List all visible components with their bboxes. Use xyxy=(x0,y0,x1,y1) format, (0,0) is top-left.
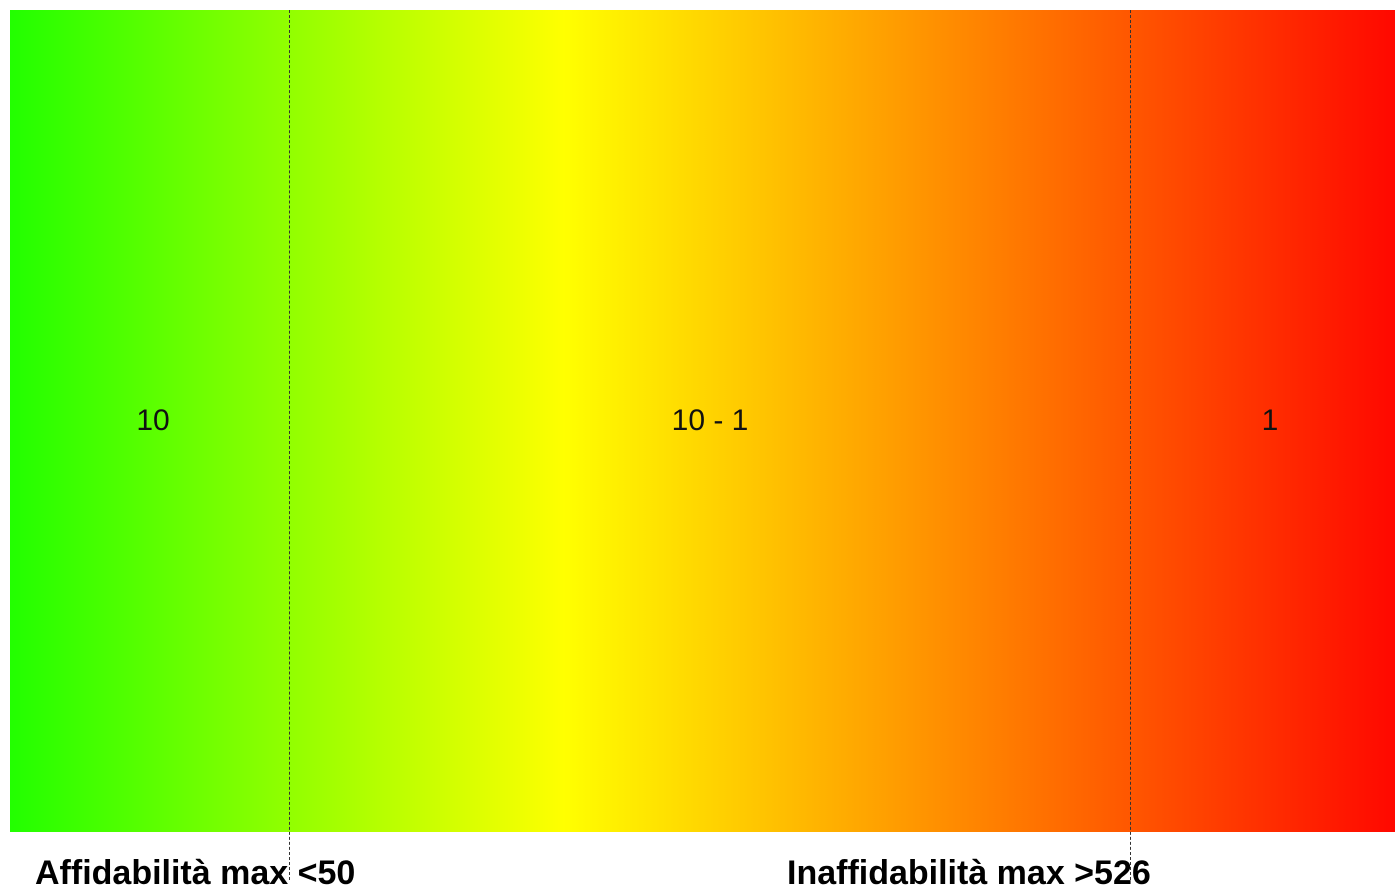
zone-label-left: 10 xyxy=(136,404,170,437)
threshold-high-caption: Inaffidabilità max >526 xyxy=(787,854,1151,892)
divider-low xyxy=(289,10,290,880)
gradient-band xyxy=(10,10,1395,832)
zone-label-right: 1 xyxy=(1261,404,1279,437)
zone-label-middle: 10 - 1 xyxy=(671,404,749,437)
divider-high xyxy=(1130,10,1131,880)
threshold-low-caption: Affidabilità max <50 xyxy=(35,854,356,892)
